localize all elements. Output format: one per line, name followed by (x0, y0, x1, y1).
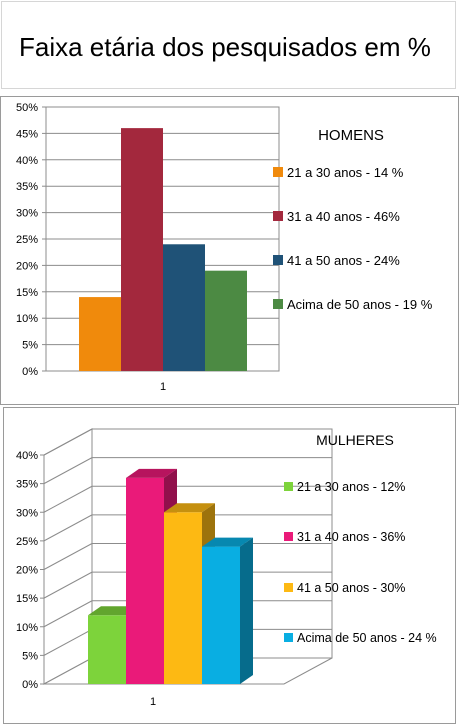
legend-swatch-3 (273, 255, 283, 265)
legend-swatch-1 (273, 167, 283, 177)
y-tick-label: 40% (16, 155, 38, 167)
y-tick-label: 35% (16, 181, 38, 193)
y-tick-label: 45% (16, 128, 38, 140)
chart-title: HOMENS (318, 127, 384, 144)
bar-4 (205, 270, 247, 371)
y-tick-label: 50% (16, 102, 38, 114)
legend-label-3: 41 a 50 anos - 30% (297, 581, 405, 595)
homens-bar-chart: 0% 5% 10% 15% 20% 25% 30% 35% 40% 45% 50% 1 HOMENS 21… (16, 102, 433, 393)
legend-swatch-4 (284, 633, 293, 642)
chart-title: MULHERES (316, 432, 394, 448)
y-tick-label: 20% (16, 565, 38, 577)
gridline-side (43, 428, 93, 456)
legend-label-1: 21 a 30 anos - 14 % (287, 165, 404, 180)
y-tick-label: 15% (16, 287, 38, 299)
y-tick-label: 35% (16, 479, 38, 491)
y-tick-label: 30% (16, 208, 38, 220)
legend-label-2: 31 a 40 anos - 46% (287, 209, 400, 224)
y-tick-label: 10% (16, 622, 38, 634)
y-tick-label: 5% (22, 650, 38, 662)
legend-label-2: 31 a 40 anos - 36% (297, 530, 405, 544)
chart-panel-mulheres: 0% 5% 10% 15% 20% 25% 30% 35% 40% 1 MULHERES 21 a 3… (3, 407, 456, 724)
bar-1-front (88, 615, 126, 684)
title-box: Faixa etária dos pesquisados em % (1, 1, 456, 89)
y-tick-label: 10% (16, 313, 38, 325)
chart-panel-homens: 0% 5% 10% 15% 20% 25% 30% 35% 40% 45% 50% 1 HOMENS 21… (0, 96, 459, 405)
y-tick-label: 5% (22, 340, 38, 352)
bar-1 (79, 297, 121, 371)
page-title: Faixa etária dos pesquisados em % (19, 32, 431, 62)
legend-label-1: 21 a 30 anos - 12% (297, 480, 405, 494)
gridline-side (43, 600, 93, 628)
y-tick-label: 25% (16, 536, 38, 548)
y-tick-label: 0% (22, 679, 38, 691)
bar-3-top (164, 503, 215, 513)
legend-swatch-3 (284, 583, 293, 592)
gridline-side (43, 485, 93, 513)
bar-4-front (202, 546, 240, 684)
gridline-side (43, 571, 93, 599)
y-tick-label: 30% (16, 507, 38, 519)
legend-swatch-4 (273, 299, 283, 309)
y-tick-label: 15% (16, 593, 38, 605)
bar-4-top (202, 537, 253, 547)
gridline-side (43, 628, 93, 656)
gridline-side (43, 543, 93, 570)
bar-3-front (164, 512, 202, 684)
bar-2-top (126, 468, 177, 478)
legend-label-4: Acima de 50 anos - 19 % (287, 297, 433, 312)
legend-swatch-2 (273, 211, 283, 221)
gridline-side (43, 514, 93, 542)
mulheres-3d-bar-chart: 0% 5% 10% 15% 20% 25% 30% 35% 40% 1 MULHERES 21 a 3… (16, 428, 437, 708)
bar-2 (121, 128, 163, 371)
gridline-side (43, 457, 93, 485)
x-tick-label: 1 (160, 381, 166, 393)
y-tick-label: 40% (16, 450, 38, 462)
bar-4-side (240, 537, 253, 684)
x-tick-label: 1 (150, 696, 156, 708)
bar-2-front (126, 477, 164, 684)
legend-swatch-1 (284, 482, 293, 491)
y-tick-label: 0% (22, 366, 38, 378)
y-tick-label: 20% (16, 260, 38, 272)
y-tick-label: 25% (16, 234, 38, 246)
bar-3 (163, 244, 205, 371)
legend-label-3: 41 a 50 anos - 24% (287, 253, 400, 268)
legend-swatch-2 (284, 532, 293, 541)
legend-label-4: Acima de 50 anos - 24 % (297, 631, 437, 645)
